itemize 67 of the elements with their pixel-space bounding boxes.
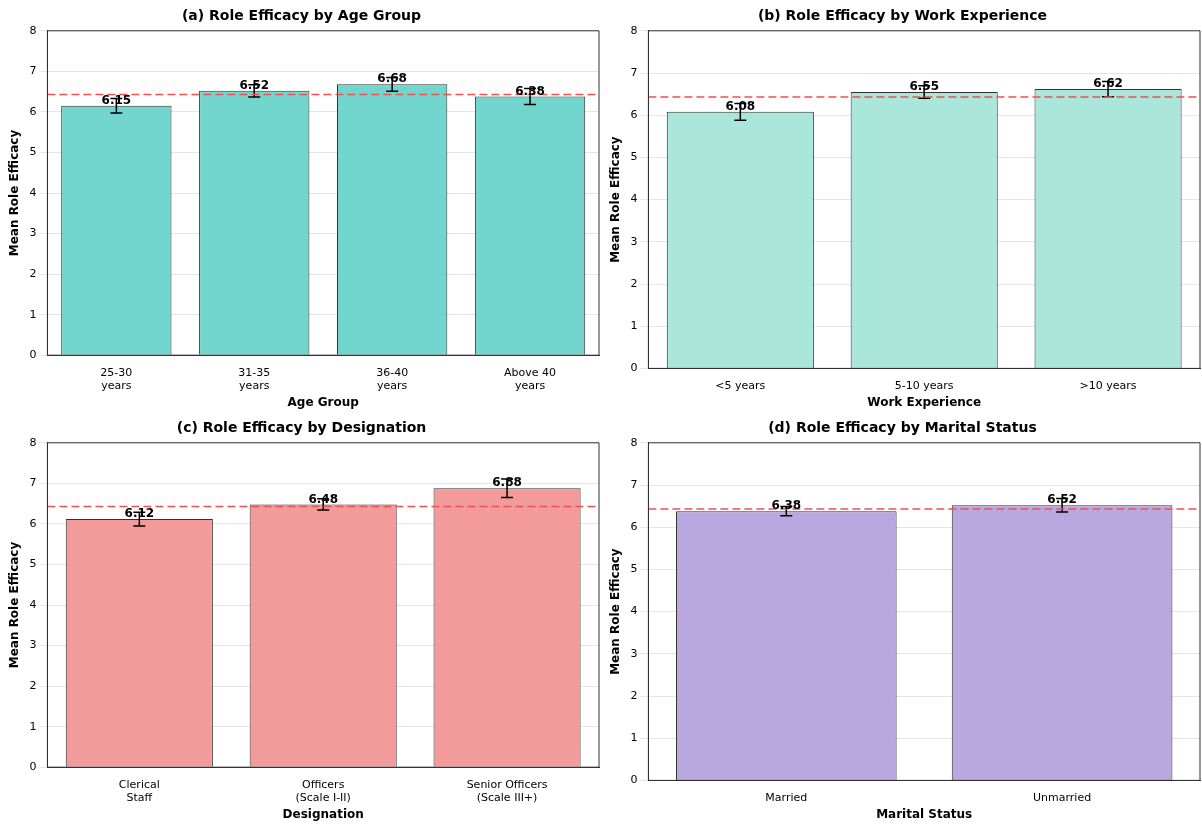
chart-title: (a) Role Efficacy by Age Group [181,7,422,24]
y-tick-label: 4 [29,185,37,199]
x-tick-label: Clerical Staff [118,777,160,804]
y-tick-label: 4 [29,597,37,611]
data-label: 6.38 [771,498,802,513]
x-tick-label: <5 years [715,378,766,392]
y-tick-label: 0 [630,361,638,375]
y-tick-label: 2 [29,678,37,692]
x-tick-label: Married [765,790,808,804]
x-tick-label: 5-10 years [894,378,954,392]
x-tick-label: 31-35 years [238,365,271,392]
y-tick-label: 4 [630,192,638,206]
x-axis-title: Designation [282,806,364,821]
y-tick-label: 5 [630,562,638,576]
y-tick-label: 6 [29,104,37,118]
data-label: 6.52 [1047,492,1077,507]
y-tick-label: 6 [630,520,638,534]
x-tick-label: Officers (Scale I-II) [295,777,351,804]
y-tick-label: 8 [29,23,37,37]
x-tick-label: Senior Officers (Scale III+) [466,777,548,804]
x-axis-title: Marital Status [876,806,973,821]
y-tick-label: 0 [29,760,37,774]
y-tick-label: 3 [630,646,638,660]
y-tick-label: 4 [630,604,638,618]
y-tick-label: 2 [630,276,638,290]
y-tick-label: 5 [29,145,37,159]
y-tick-label: 1 [630,319,638,333]
y-tick-label: 3 [29,226,37,240]
y-axis-title: Mean Role Efficacy [7,541,22,669]
y-axis-title: Mean Role Efficacy [7,129,22,257]
y-tick-label: 3 [630,234,638,248]
chart-title: (d) Role Efficacy by Marital Status [768,419,1037,436]
y-tick-label: 1 [29,719,37,733]
y-tick-label: 6 [630,108,638,122]
data-label: 6.15 [101,92,132,107]
y-tick-label: 8 [29,435,37,449]
data-label: 6.12 [124,506,155,521]
y-tick-label: 8 [630,23,638,37]
y-tick-label: 7 [29,64,37,78]
y-tick-label: 8 [630,435,638,449]
y-tick-label: 7 [29,476,37,490]
y-tick-label: 7 [630,477,638,491]
data-label: 6.48 [308,491,338,506]
data-label: 6.62 [1093,76,1123,91]
chart-title: (b) Role Efficacy by Work Experience [757,7,1048,24]
y-tick-label: 6 [29,516,37,530]
y-tick-label: 1 [630,731,638,745]
x-axis-title: Age Group [287,394,360,409]
chart-title: (c) Role Efficacy by Designation [176,419,427,436]
y-tick-label: 5 [630,150,638,164]
x-axis-title: Work Experience [867,394,982,409]
x-tick-label: 25-30 years [100,365,133,392]
y-tick-label: 1 [29,307,37,321]
y-tick-label: 7 [630,65,638,79]
y-tick-label: 3 [29,638,37,652]
x-tick-label: Unmarried [1033,790,1092,804]
y-axis-title: Mean Role Efficacy [608,548,623,675]
x-tick-label: Above 40 years [504,365,557,392]
y-tick-label: 0 [630,773,638,787]
y-tick-label: 0 [29,348,37,362]
y-tick-label: 5 [29,557,37,571]
x-tick-label: 36-40 years [376,365,409,392]
y-tick-label: 2 [29,266,37,280]
data-label: 6.55 [909,79,939,94]
x-tick-label: >10 years [1079,378,1137,392]
y-tick-label: 2 [630,688,638,702]
y-axis-title: Mean Role Efficacy [608,136,623,263]
